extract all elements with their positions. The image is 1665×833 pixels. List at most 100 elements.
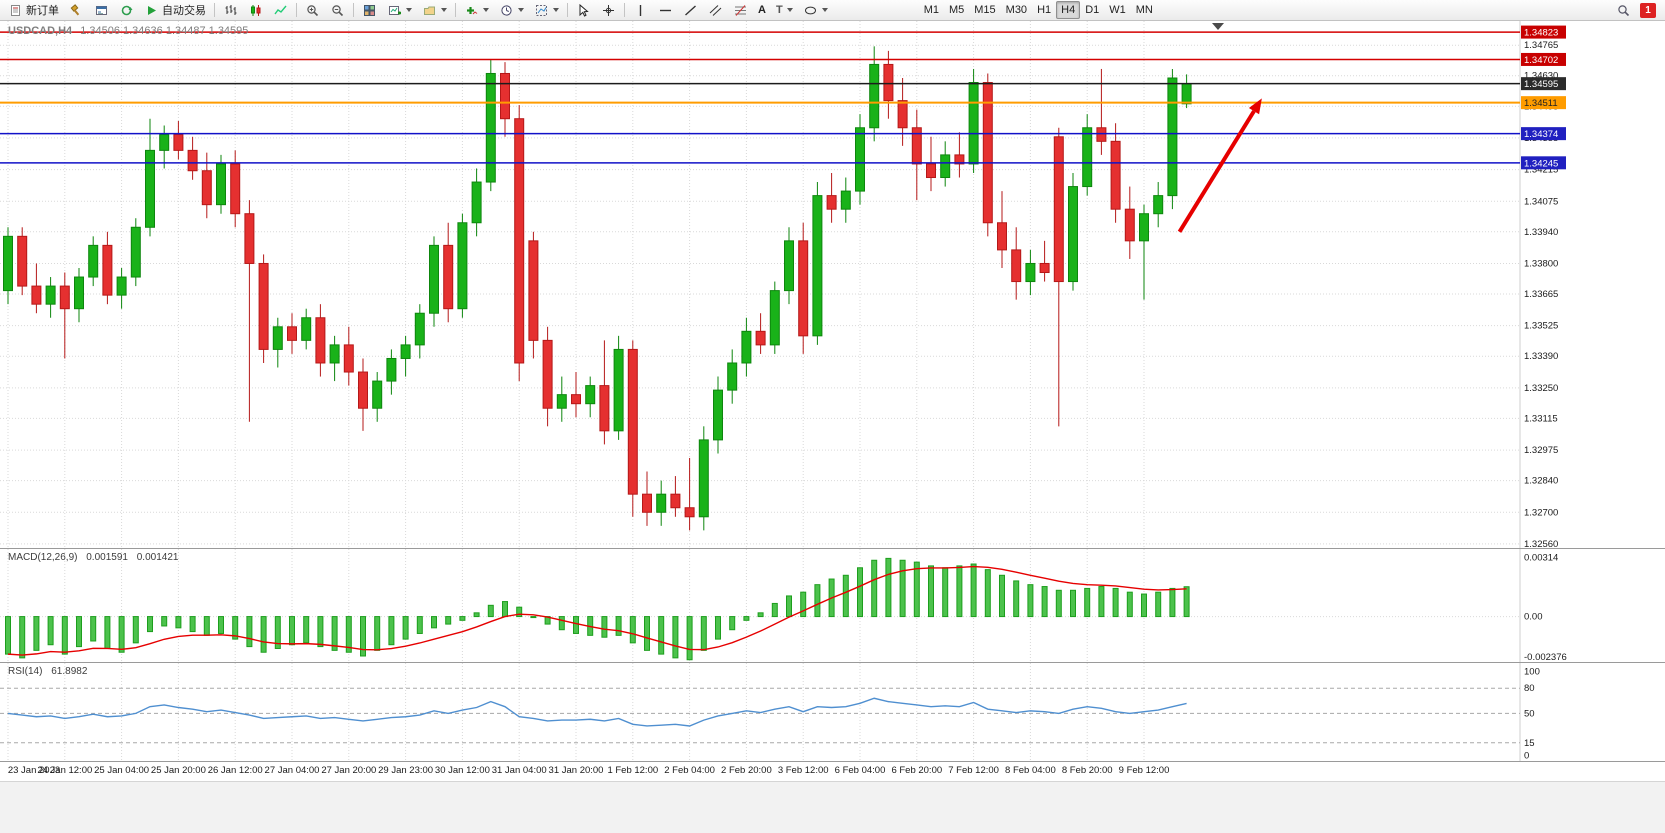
time-axis[interactable]: 23 Jan 2023 24 Jan 12:00 25 Jan 04:00 25 Ja… bbox=[0, 762, 1665, 781]
terminal-icon bbox=[94, 3, 109, 18]
price-tick-label: 1.32975 bbox=[1524, 445, 1558, 456]
price-tag-label: 1.34702 bbox=[1524, 55, 1558, 66]
zoom-in-button[interactable] bbox=[300, 1, 325, 19]
rsi-canvas[interactable]: 100 80 50 150 bbox=[0, 663, 1665, 761]
terminal-button[interactable] bbox=[89, 1, 114, 19]
fibonacci-tool-button[interactable] bbox=[728, 1, 753, 19]
macd-histogram-bar bbox=[1013, 580, 1020, 618]
cursor-button[interactable] bbox=[571, 1, 596, 19]
candle-body bbox=[656, 493, 667, 513]
timeframe-button-mn[interactable]: MN bbox=[1135, 4, 1153, 16]
candle-body bbox=[982, 82, 993, 224]
bar-chart-mode-button[interactable] bbox=[218, 1, 243, 19]
channel-tool-button[interactable] bbox=[703, 1, 728, 19]
shapes-tool-button[interactable] bbox=[798, 1, 833, 19]
price-tick-label: 1.33115 bbox=[1524, 413, 1558, 424]
cursor-arrow-icon bbox=[576, 3, 591, 18]
candle-body bbox=[1025, 262, 1036, 283]
candle-body bbox=[116, 276, 127, 296]
tile-windows-button[interactable] bbox=[357, 1, 382, 19]
candle-body bbox=[173, 134, 184, 151]
macd-histogram-bar bbox=[5, 616, 11, 655]
toolbar-separator bbox=[624, 3, 625, 17]
macd-histogram-bar bbox=[331, 616, 338, 651]
vertical-line-tool-button[interactable] bbox=[628, 1, 653, 19]
macd-canvas[interactable]: 0.00314 0.00 -0.002376 bbox=[0, 549, 1665, 662]
fibonacci-icon bbox=[733, 3, 748, 18]
label-tool-button[interactable]: T bbox=[771, 1, 798, 19]
new-order-button[interactable]: 新订单 bbox=[3, 1, 64, 19]
zoom-out-button[interactable] bbox=[325, 1, 350, 19]
line-chart-mode-button[interactable] bbox=[268, 1, 293, 19]
macd-histogram-bar bbox=[19, 616, 26, 659]
macd-histogram-bar bbox=[487, 604, 494, 618]
new-chart-button[interactable] bbox=[382, 1, 417, 19]
macd-axis-label: 0.00 bbox=[1524, 612, 1543, 623]
indicators-button[interactable] bbox=[459, 1, 494, 19]
price-tick-label: 1.34765 bbox=[1524, 40, 1558, 51]
price-tag bbox=[1521, 156, 1566, 170]
candle-body bbox=[414, 312, 425, 346]
candlestick-mode-button[interactable] bbox=[243, 1, 268, 19]
refresh-button[interactable] bbox=[114, 1, 139, 19]
macd-histogram-bar bbox=[459, 616, 466, 621]
autotrading-button[interactable]: 自动交易 bbox=[139, 1, 211, 19]
candle-body bbox=[1167, 77, 1178, 197]
timeframe-button-h4[interactable]: H4 bbox=[1056, 1, 1081, 19]
macd-histogram-bar bbox=[757, 612, 764, 618]
candle-body bbox=[130, 226, 141, 278]
candle-body bbox=[429, 244, 439, 314]
rsi-line bbox=[7, 697, 1187, 727]
macd-histogram-bar bbox=[1155, 591, 1162, 618]
profiles-button[interactable] bbox=[417, 1, 452, 19]
timeframe-button-m5[interactable]: M5 bbox=[948, 4, 965, 16]
rsi-value: 61.8982 bbox=[51, 666, 88, 677]
macd-histogram-bar bbox=[1084, 587, 1091, 618]
trend-arrow-line[interactable] bbox=[1177, 110, 1256, 233]
candle-body bbox=[585, 385, 596, 405]
timeframe-button-m15[interactable]: M15 bbox=[974, 4, 996, 16]
candle-body bbox=[599, 385, 610, 432]
price-tick-label: 1.33250 bbox=[1524, 383, 1558, 394]
price-tag bbox=[1521, 77, 1566, 91]
candle-body bbox=[443, 244, 454, 310]
macd-histogram-bar bbox=[970, 563, 977, 618]
price-tag bbox=[1521, 96, 1566, 110]
chart-shift-marker[interactable] bbox=[1212, 23, 1224, 30]
templates-button[interactable] bbox=[529, 1, 564, 19]
candlestick-icon bbox=[248, 3, 263, 18]
text-tool-label: A bbox=[758, 4, 766, 16]
search-button[interactable] bbox=[1611, 1, 1636, 19]
timeframe-button-m1[interactable]: M1 bbox=[923, 4, 939, 16]
timeframe-button-h1[interactable]: H1 bbox=[1037, 4, 1052, 16]
periods-button[interactable] bbox=[494, 1, 529, 19]
price-tick-label: 1.34630 bbox=[1524, 71, 1558, 82]
candle-body bbox=[642, 493, 652, 513]
macd-indicator-label: MACD(12,26,9) bbox=[8, 552, 78, 563]
main-chart-canvas[interactable]: 1.347651.346301.344951.343551.342151.340… bbox=[0, 21, 1665, 548]
rsi-axis-label: 100 bbox=[1524, 666, 1540, 677]
crosshair-button[interactable] bbox=[596, 1, 621, 19]
candle-body bbox=[556, 394, 567, 409]
trend-arrow-head[interactable] bbox=[1248, 98, 1262, 115]
macd-histogram-bar bbox=[1183, 586, 1190, 618]
horizontal-line-tool-button[interactable] bbox=[653, 1, 678, 19]
macd-histogram-bar bbox=[203, 616, 210, 636]
timeframe-button-m30[interactable]: M30 bbox=[1005, 4, 1028, 16]
metaeditor-button[interactable] bbox=[64, 1, 89, 19]
macd-histogram-bar bbox=[516, 606, 523, 618]
candle-body bbox=[343, 344, 354, 373]
equidistant-channel-icon bbox=[708, 3, 723, 18]
timeframe-button-w1[interactable]: W1 bbox=[1109, 4, 1126, 16]
time-axis-label: 2 Feb 04:00 bbox=[664, 765, 715, 776]
candle-body bbox=[840, 190, 851, 210]
trendline-tool-button[interactable] bbox=[678, 1, 703, 19]
candle-body bbox=[471, 181, 482, 224]
candle-body bbox=[698, 439, 709, 518]
text-tool-button[interactable]: A bbox=[753, 1, 771, 19]
timeframe-button-d1[interactable]: D1 bbox=[1085, 4, 1100, 16]
macd-histogram-bar bbox=[842, 574, 849, 618]
notification-badge[interactable]: 1 bbox=[1640, 2, 1656, 18]
macd-histogram-bar bbox=[743, 616, 750, 621]
main-chart-panel: USDCAD,H4 1.34506 1.34636 1.34487 1.34595… bbox=[0, 21, 1665, 549]
